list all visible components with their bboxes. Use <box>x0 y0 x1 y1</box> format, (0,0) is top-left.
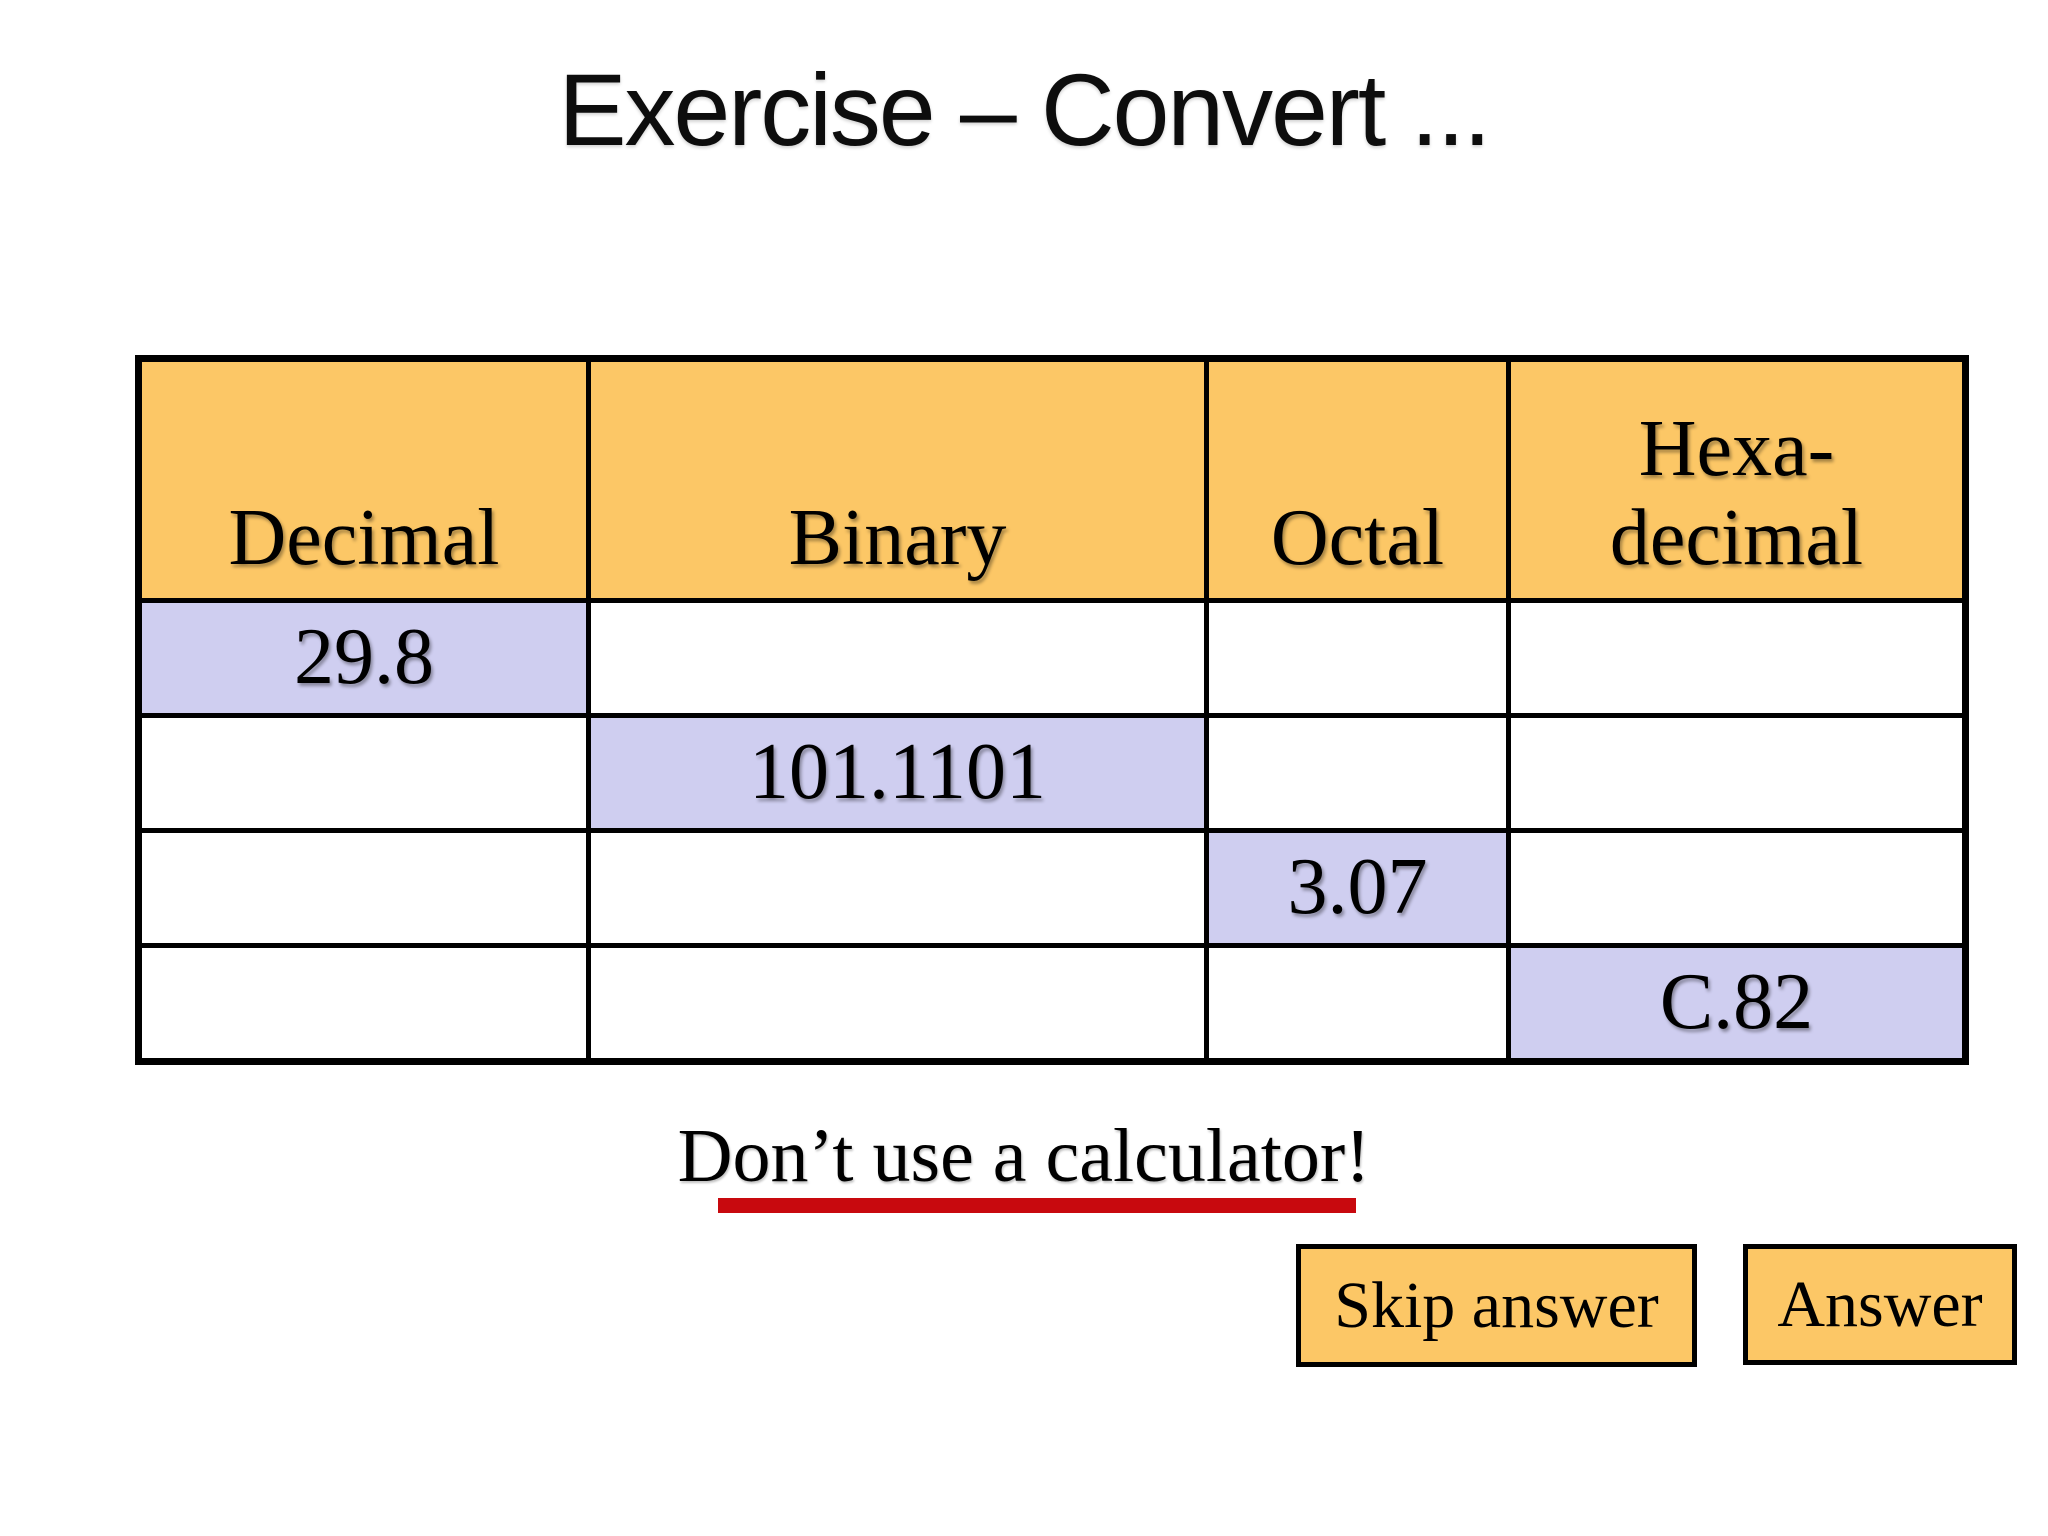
octal-given-value-cell: 3.07 <box>1204 828 1511 948</box>
binary-answer-cell <box>586 943 1209 1064</box>
binary-answer-cell <box>586 598 1209 718</box>
answer-button[interactable]: Answer <box>1743 1244 2017 1365</box>
octal-answer-cell <box>1204 943 1511 1064</box>
hexadecimal-answer-cell <box>1506 828 1968 948</box>
no-calculator-note: Don’t use a calculator! <box>677 1114 1371 1198</box>
hexadecimal-given-value-cell: C.82 <box>1506 943 1968 1064</box>
column-header-octal: Octal <box>1204 356 1511 603</box>
column-header-hexadecimal: Hexa- decimal <box>1506 356 1968 603</box>
hexadecimal-answer-cell <box>1506 598 1968 718</box>
table-header-row: Decimal Binary Octal Hexa- decimal <box>136 356 1968 603</box>
binary-given-value-cell: 101.1101 <box>586 713 1209 833</box>
table-row: 101.1101 <box>136 713 1968 833</box>
decimal-answer-cell <box>136 828 591 948</box>
column-header-decimal: Decimal <box>136 356 591 603</box>
binary-answer-cell <box>586 828 1209 948</box>
table-row: C.82 <box>136 943 1968 1064</box>
skip-answer-button[interactable]: Skip answer <box>1296 1244 1697 1367</box>
column-header-binary: Binary <box>586 356 1209 603</box>
table-row: 3.07 <box>136 828 1968 948</box>
decimal-answer-cell <box>136 943 591 1064</box>
red-underline <box>718 1198 1356 1213</box>
octal-answer-cell <box>1204 713 1511 833</box>
decimal-answer-cell <box>136 713 591 833</box>
page-title: Exercise – Convert ... <box>558 53 1491 167</box>
octal-answer-cell <box>1204 598 1511 718</box>
table-row: 29.8 <box>136 598 1968 718</box>
decimal-given-value-cell: 29.8 <box>136 598 591 718</box>
hexadecimal-answer-cell <box>1506 713 1968 833</box>
conversion-table: Decimal Binary Octal Hexa- decimal 29.8 … <box>135 355 1969 1065</box>
